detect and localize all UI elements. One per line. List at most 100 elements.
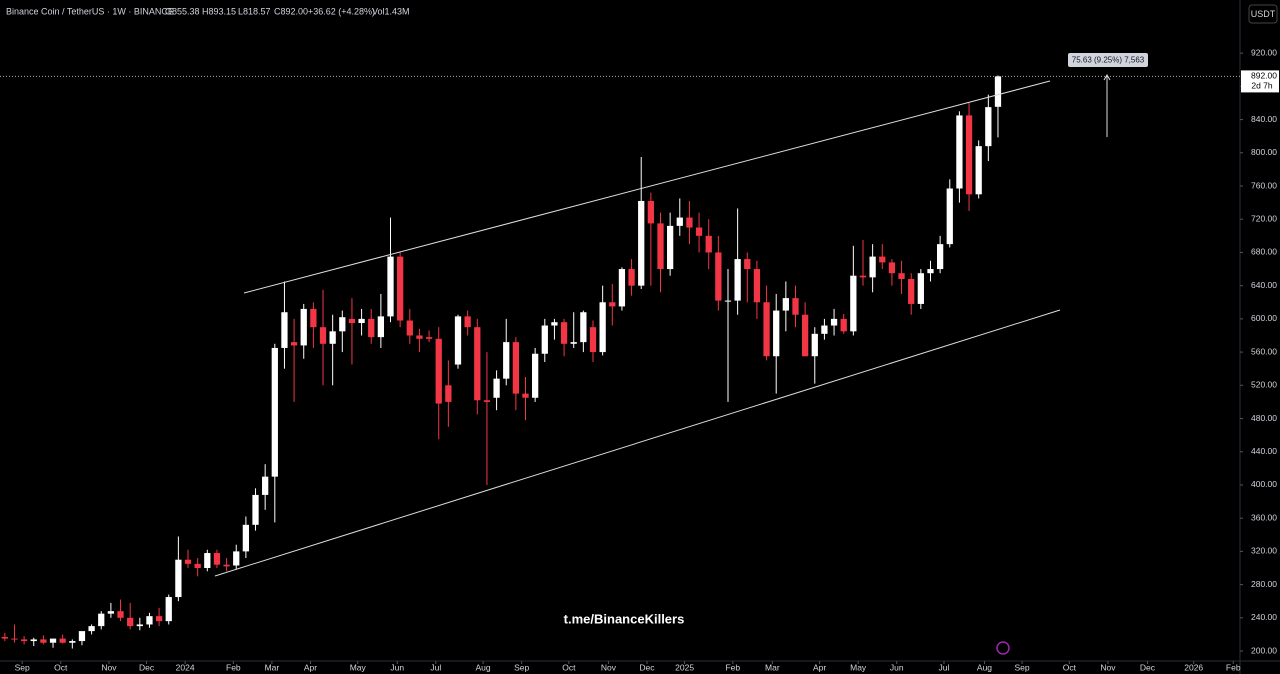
y-tick-label: 680.00 — [1251, 247, 1277, 257]
candle-body — [763, 302, 770, 357]
candle-body — [300, 308, 307, 346]
y-tick-label: 240.00 — [1251, 612, 1277, 622]
x-tick-label: Feb — [1226, 662, 1241, 672]
x-tick-label: Oct — [1063, 662, 1077, 672]
candle-body — [956, 115, 963, 189]
candle-body — [657, 223, 664, 270]
high: H893.15 — [202, 6, 236, 16]
y-tick-label: 280.00 — [1251, 579, 1277, 589]
candle-body — [98, 613, 105, 627]
candle-body — [339, 317, 346, 332]
candle-body — [474, 327, 481, 401]
candle-body — [175, 559, 182, 598]
candle-body — [647, 200, 654, 224]
x-tick-label: Feb — [226, 662, 241, 672]
x-tick-label: Nov — [101, 662, 117, 672]
x-tick-label: 2025 — [675, 662, 694, 672]
x-tick-label: Jul — [939, 662, 950, 672]
x-tick-label: Jun — [390, 662, 404, 672]
candle-body — [348, 318, 356, 324]
plot — [0, 75, 1240, 649]
candle-body — [994, 76, 1002, 107]
candle-body — [734, 259, 741, 301]
candle-body — [213, 553, 221, 565]
candle-body — [117, 611, 124, 618]
candle-body — [570, 342, 577, 344]
candle-body — [194, 563, 201, 568]
axes: 200.00 240.00 280.00 320.00 360.00 400.00 440.… — [15, 47, 1279, 672]
channel-upper — [243, 80, 1051, 294]
candle-body — [676, 217, 683, 226]
candle-body — [628, 269, 635, 286]
candle-body — [416, 335, 423, 339]
candle-body — [667, 225, 674, 270]
candle-body — [88, 626, 95, 632]
x-tick-label: Nov — [601, 662, 617, 672]
candle-body — [580, 312, 587, 343]
currency-button[interactable] — [1248, 4, 1278, 24]
x-tick-label: May — [850, 662, 867, 672]
candle-body — [782, 298, 789, 311]
candle-body — [965, 115, 973, 195]
candle-body — [686, 217, 693, 228]
candle-body — [1, 636, 8, 639]
candle-body — [483, 400, 491, 402]
x-tick-label: Sep — [1015, 662, 1030, 672]
candle-body — [811, 333, 818, 357]
x-tick-label: Apr — [813, 662, 826, 672]
y-tick-label: 560.00 — [1251, 346, 1277, 356]
candle-body — [242, 524, 250, 552]
x-tick-label: Aug — [977, 662, 992, 672]
currency[interactable]: USDT — [1251, 9, 1276, 19]
change: +36.62 (+4.28%) — [308, 6, 375, 16]
x-tick-label: 2026 — [1184, 662, 1203, 672]
candle-body — [233, 551, 240, 566]
x-tick-label: Sep — [15, 662, 30, 672]
y-tick-label: 320.00 — [1251, 546, 1277, 556]
candle-body — [445, 385, 452, 402]
candle-body — [927, 269, 934, 274]
candle-body — [11, 638, 18, 640]
candle-body — [985, 107, 992, 147]
candle-body — [917, 273, 924, 304]
x-tick-label: 2024 — [176, 662, 195, 672]
x-tick-label: Oct — [562, 662, 576, 672]
x-tick-label: Mar — [765, 662, 780, 672]
candle-body — [715, 252, 722, 301]
x-tick-label: Apr — [304, 662, 317, 672]
open: O855.38 — [165, 6, 200, 16]
x-tick-label: May — [350, 662, 367, 672]
candle-body — [503, 342, 510, 379]
candle-body — [936, 244, 944, 270]
candle-body — [310, 308, 317, 328]
candle-body — [830, 318, 838, 326]
candle-body — [435, 338, 442, 404]
candle-body — [290, 342, 298, 346]
x-tick-label: Mar — [265, 662, 280, 672]
candle-body — [281, 312, 288, 348]
candle-body — [618, 269, 626, 307]
candle-body — [397, 256, 404, 321]
watermark: t.me/BinanceKillers — [564, 611, 685, 626]
price-label: 892.00 — [1251, 71, 1277, 81]
symbol: Binance Coin / TetherUS · 1W · BINANCE — [6, 6, 174, 16]
candle-body — [377, 316, 385, 338]
candle-body — [705, 235, 712, 253]
candle-body — [136, 624, 143, 627]
y-tick-label: 840.00 — [1251, 114, 1277, 124]
y-tick-label: 800.00 — [1251, 147, 1277, 157]
x-tick-label: Jun — [890, 662, 904, 672]
candle-body — [560, 322, 568, 344]
candle-body — [252, 494, 259, 525]
y-tick-label: 640.00 — [1251, 280, 1277, 290]
candle-body — [821, 325, 828, 334]
candle-body — [869, 256, 876, 278]
x-tick-label: Oct — [54, 662, 68, 672]
candle-body — [908, 279, 915, 304]
candle-body — [801, 314, 809, 357]
candle-body — [753, 269, 761, 303]
x-tick-label: Jul — [430, 662, 441, 672]
candle-body — [20, 639, 28, 642]
event-icon[interactable] — [996, 641, 1010, 655]
